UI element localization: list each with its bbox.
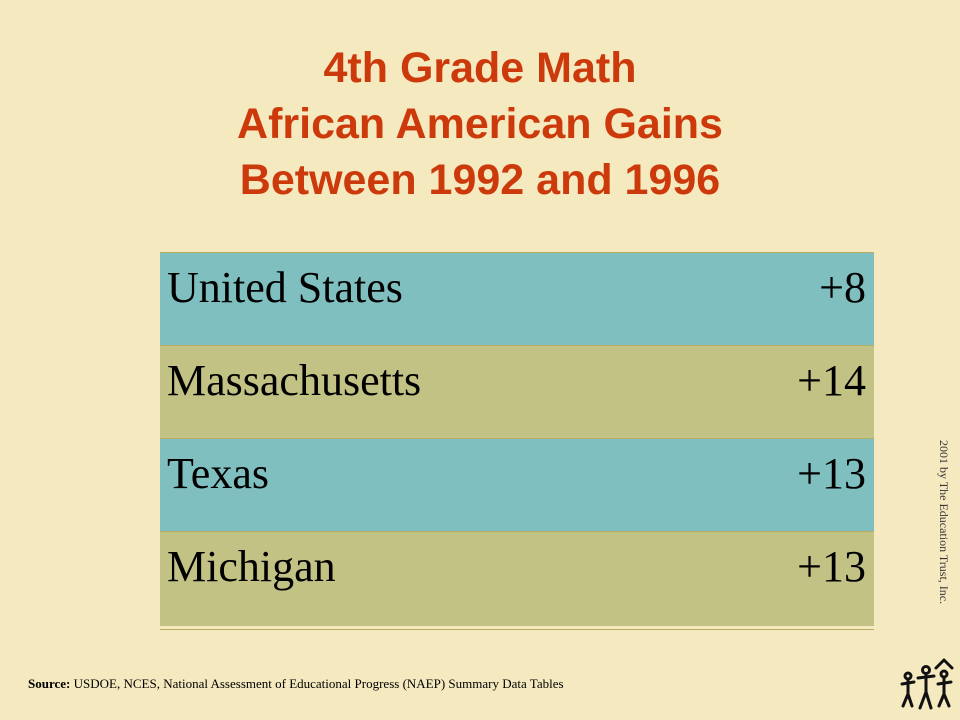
slide-title: 4th Grade Math African American Gains Be… [0, 40, 960, 208]
row-value: +13 [797, 542, 866, 591]
row-label: Michigan [167, 542, 336, 591]
source-note: Source: USDOE, NCES, National Assessment… [28, 676, 564, 692]
copyright-notice: 2001 by The Education Trust, Inc. [937, 440, 951, 605]
row-label: Massachusetts [167, 356, 422, 405]
table-row: Michigan +13 [160, 532, 874, 626]
table-row: Massachusetts +14 [160, 346, 874, 439]
row-label: United States [167, 263, 403, 312]
table-row: Texas +13 [160, 439, 874, 532]
row-value: +8 [819, 263, 866, 312]
title-line-3: Between 1992 and 1996 [239, 156, 721, 204]
title-line-2: African American Gains [237, 100, 723, 148]
gains-table: United States +8 Massachusetts +14 Texas… [160, 252, 874, 630]
row-value: +14 [797, 356, 866, 405]
table-row: United States +8 [160, 253, 874, 346]
education-trust-logo-icon [900, 658, 954, 710]
source-text: USDOE, NCES, National Assessment of Educ… [73, 676, 564, 691]
row-label: Texas [167, 449, 269, 498]
source-label: Source: [28, 676, 71, 691]
row-value: +13 [797, 449, 866, 498]
title-line-1: 4th Grade Math [323, 44, 637, 92]
